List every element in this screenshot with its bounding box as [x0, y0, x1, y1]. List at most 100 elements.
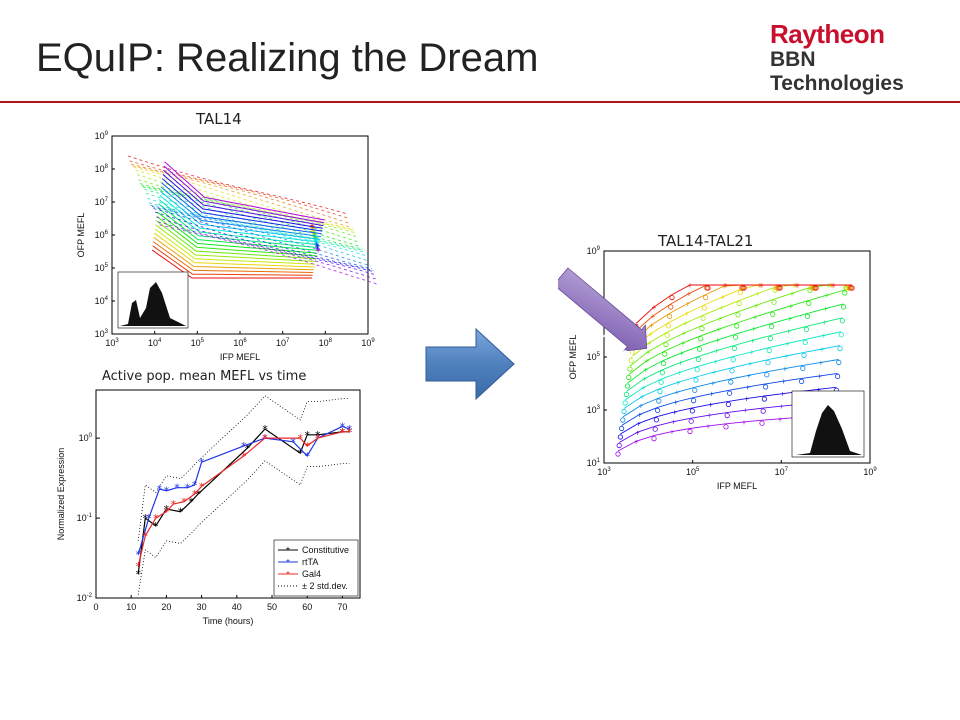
- data-point: *: [340, 420, 346, 433]
- point-marker: +: [315, 244, 320, 253]
- data-point: [689, 408, 695, 414]
- data-point: *: [199, 456, 205, 469]
- data-point: *: [153, 512, 159, 525]
- data-point: +: [688, 281, 693, 290]
- data-point: +: [712, 368, 717, 377]
- guide-line: [135, 169, 356, 232]
- legend-label: rtTA: [302, 557, 318, 567]
- data-point: *: [146, 512, 152, 525]
- data-point: *: [153, 520, 159, 533]
- histogram-area: [120, 282, 186, 326]
- data-point: +: [721, 282, 726, 291]
- data-point: [801, 352, 807, 359]
- data-point: +: [685, 300, 690, 309]
- data-point: [731, 345, 737, 352]
- x-tick-label: 109: [361, 338, 375, 348]
- data-point: +: [718, 314, 723, 323]
- guide-line: [147, 197, 368, 257]
- data-point: *: [143, 512, 149, 525]
- data-point: +: [635, 428, 640, 437]
- data-point: +: [647, 339, 652, 348]
- guide-line: [138, 179, 359, 238]
- slide-title: EQuIP: Realizing the Dream: [36, 36, 539, 80]
- data-point: [770, 311, 776, 317]
- data-point: [806, 300, 812, 307]
- point-marker: +: [314, 238, 319, 247]
- data-point: [723, 424, 729, 430]
- legend-label: Gal4: [302, 569, 321, 579]
- series-line: [137, 425, 350, 555]
- data-point: *: [188, 496, 194, 509]
- y-tick-label: 109: [587, 246, 601, 256]
- data-point: +: [781, 377, 786, 386]
- data-point: [658, 379, 664, 385]
- data-point: [759, 420, 765, 426]
- point-marker: +: [311, 227, 316, 236]
- data-point: +: [686, 290, 691, 299]
- data-point: [656, 398, 662, 404]
- guide-line: [141, 185, 362, 248]
- x-tick-label: 50: [267, 602, 277, 612]
- data-point: [625, 383, 631, 389]
- data-point: [837, 346, 843, 352]
- data-point: *: [135, 568, 141, 581]
- series-line: [621, 372, 838, 426]
- data-point: +: [817, 372, 822, 381]
- point-marker: +: [316, 246, 321, 255]
- data-point: +: [644, 357, 649, 366]
- point-marker: +: [313, 233, 318, 242]
- data-point: [699, 325, 705, 332]
- data-point: *: [262, 423, 268, 436]
- data-point: +: [751, 325, 756, 334]
- data-point: +: [788, 302, 793, 311]
- data-point: +: [787, 314, 792, 323]
- point-marker: +: [310, 223, 315, 232]
- data-point: +: [652, 303, 657, 312]
- data-point: [623, 391, 630, 398]
- series-line: [635, 284, 852, 324]
- x-tick-label: 105: [191, 338, 205, 348]
- point-marker: +: [314, 239, 319, 248]
- series-line: [161, 178, 323, 232]
- data-point: [665, 323, 672, 329]
- x-tick-label: 109: [863, 467, 877, 477]
- data-point: +: [707, 411, 712, 420]
- data-point: [688, 418, 694, 424]
- series-line: [624, 331, 842, 401]
- data-point: +: [670, 428, 675, 437]
- data-point: [734, 323, 740, 329]
- data-point: *: [340, 426, 346, 439]
- data-point: +: [680, 339, 685, 348]
- guide-line: [154, 211, 376, 273]
- data-point: *: [135, 560, 141, 573]
- x-tick-label: 60: [302, 602, 312, 612]
- data-point: [741, 285, 747, 291]
- series-line: [160, 186, 322, 238]
- data-point: +: [749, 348, 754, 357]
- point-marker: +: [315, 243, 320, 252]
- guide-line: [150, 204, 371, 267]
- data-point: +: [720, 293, 725, 302]
- data-point: *: [245, 442, 251, 455]
- data-point: +: [830, 281, 835, 290]
- data-point: [736, 300, 742, 307]
- data-point: +: [755, 290, 760, 299]
- series-line: [161, 182, 322, 235]
- data-point: *: [135, 549, 141, 562]
- data-point: +: [683, 319, 688, 328]
- data-point: [652, 426, 658, 432]
- x-axis-label: IFP MEFL: [220, 352, 260, 362]
- y-tick-label: 106: [95, 230, 109, 240]
- point-marker: +: [316, 245, 321, 254]
- data-point: +: [824, 291, 829, 300]
- series-line: [163, 165, 325, 224]
- logo-brand: Raytheon: [770, 19, 885, 49]
- legend-label: Constitutive: [302, 545, 349, 555]
- chart-tal14: ++++++++++++++++++++++ 103 104 105 106 107 10…: [76, 131, 380, 362]
- data-point: +: [716, 325, 721, 334]
- series-line: [163, 169, 324, 227]
- series-line: [157, 211, 318, 254]
- guide-line: [153, 208, 374, 271]
- data-point: *: [178, 506, 184, 519]
- series-line: [627, 303, 844, 384]
